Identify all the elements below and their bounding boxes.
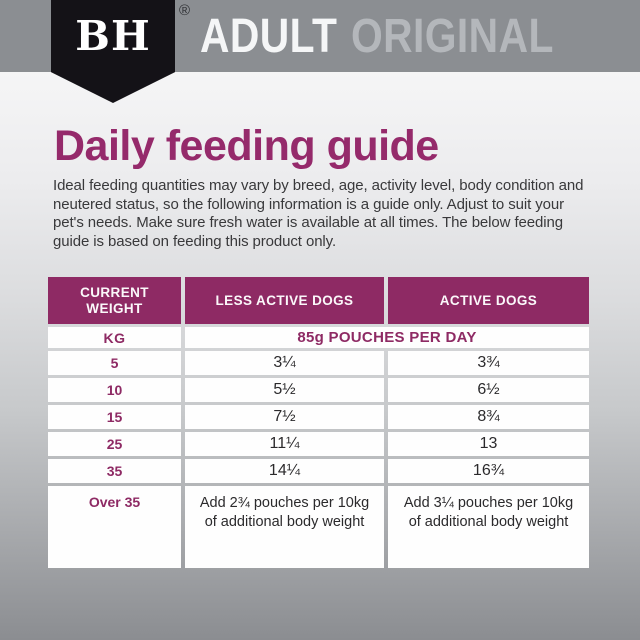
table-header-row: CURRENT WEIGHT LESS ACTIVE DOGS ACTIVE D… (48, 277, 589, 324)
active-cell: 3¾ (388, 351, 589, 375)
table-row: 10 5½ 6½ (48, 378, 589, 402)
column-header-current-weight: CURRENT WEIGHT (48, 277, 181, 324)
active-cell: Add 3¼ pouches per 10kg of additional bo… (388, 486, 589, 568)
less-active-cell: 14¼ (185, 459, 384, 483)
table-row: 25 11¼ 13 (48, 432, 589, 456)
weight-cell: Over 35 (48, 486, 181, 568)
table-row-over-35: Over 35 Add 2¾ pouches per 10kg of addit… (48, 486, 589, 568)
active-cell: 16¾ (388, 459, 589, 483)
weight-unit-cell: KG (48, 327, 181, 348)
less-active-cell: 11¼ (185, 432, 384, 456)
less-active-cell: Add 2¾ pouches per 10kg of additional bo… (185, 486, 384, 568)
table-row: 15 7½ 8¾ (48, 405, 589, 429)
weight-cell: 35 (48, 459, 181, 483)
registered-trademark-icon: ® (179, 2, 191, 19)
page-title: Daily feeding guide (54, 122, 439, 170)
product-line-label: ADULT (200, 9, 338, 63)
active-cell: 8¾ (388, 405, 589, 429)
pouches-per-day-cell: 85g POUCHES PER DAY (185, 327, 589, 348)
weight-cell: 10 (48, 378, 181, 402)
product-name: ADULT ORIGINAL (200, 0, 554, 72)
weight-cell: 25 (48, 432, 181, 456)
intro-text: Ideal feeding quantities may vary by bre… (53, 177, 584, 251)
active-cell: 6½ (388, 378, 589, 402)
weight-cell: 5 (48, 351, 181, 375)
less-active-cell: 3¼ (185, 351, 384, 375)
product-variant-label: ORIGINAL (350, 9, 554, 63)
brand-logo-text: BH (75, 12, 151, 60)
column-header-active-dogs: ACTIVE DOGS (388, 277, 589, 324)
feeding-guide-table: CURRENT WEIGHT LESS ACTIVE DOGS ACTIVE D… (44, 274, 593, 571)
unit-row: KG 85g POUCHES PER DAY (48, 327, 589, 348)
column-header-less-active-dogs: LESS ACTIVE DOGS (185, 277, 384, 324)
active-cell: 13 (388, 432, 589, 456)
table-row: 35 14¼ 16¾ (48, 459, 589, 483)
weight-cell: 15 (48, 405, 181, 429)
table-row: 5 3¼ 3¾ (48, 351, 589, 375)
less-active-cell: 7½ (185, 405, 384, 429)
brand-logo-badge: BH (51, 0, 175, 103)
less-active-cell: 5½ (185, 378, 384, 402)
